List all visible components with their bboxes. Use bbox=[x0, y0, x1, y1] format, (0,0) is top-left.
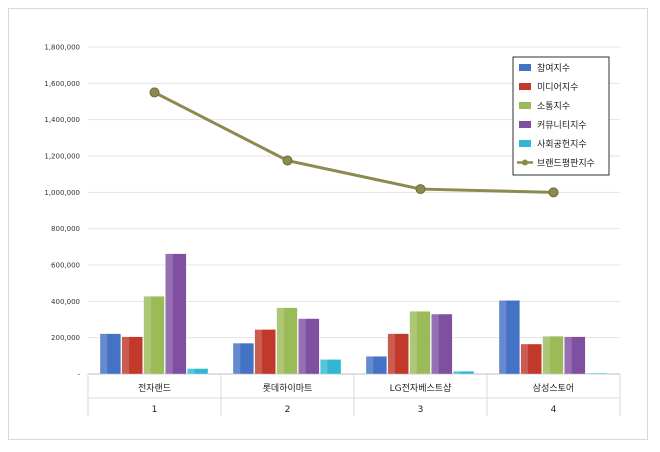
legend-label: 브랜드평판지수 bbox=[537, 158, 595, 169]
y-tick-label: - bbox=[77, 371, 80, 379]
line-point bbox=[415, 184, 426, 195]
legend-label: 참여지수 bbox=[537, 62, 570, 74]
y-tick-label: 400,000 bbox=[51, 298, 80, 306]
bar-highlight bbox=[121, 336, 130, 374]
category-number: 3 bbox=[418, 405, 424, 415]
category-number: 4 bbox=[551, 405, 557, 415]
bar-highlight bbox=[499, 300, 507, 374]
bar bbox=[232, 342, 254, 375]
bar bbox=[99, 333, 121, 375]
bar-highlight bbox=[254, 329, 263, 374]
y-tick-label: 600,000 bbox=[51, 262, 80, 270]
bar-highlight bbox=[187, 368, 195, 374]
bar-highlight bbox=[320, 359, 328, 374]
category-label: 전자랜드 bbox=[138, 383, 171, 394]
legend-swatch bbox=[519, 121, 531, 128]
legend-label: 소통지수 bbox=[537, 101, 570, 112]
bar bbox=[387, 333, 409, 375]
y-tick-label: 1,800,000 bbox=[44, 44, 80, 52]
y-tick-label: 1,000,000 bbox=[44, 189, 80, 197]
legend-box bbox=[512, 56, 610, 176]
line-point bbox=[548, 187, 559, 198]
bar-highlight bbox=[387, 333, 396, 374]
category-label: LG전자베스트샵 bbox=[390, 383, 452, 394]
bar bbox=[520, 343, 542, 375]
bar bbox=[564, 336, 586, 375]
legend-swatch bbox=[519, 140, 531, 147]
category-number: 2 bbox=[285, 405, 291, 415]
bar-highlight bbox=[564, 336, 572, 374]
bar-highlight bbox=[409, 311, 417, 374]
bar-highlight bbox=[366, 356, 374, 374]
legend-swatch bbox=[519, 83, 531, 90]
legend-label: 사회공헌지수 bbox=[537, 139, 587, 150]
bar bbox=[365, 356, 387, 375]
bar bbox=[298, 318, 320, 375]
legend-label: 커뮤니티지수 bbox=[537, 120, 587, 131]
y-tick-label: 1,200,000 bbox=[44, 153, 80, 161]
bar bbox=[121, 336, 143, 375]
bar bbox=[431, 313, 453, 375]
legend-swatch bbox=[519, 102, 531, 109]
bar-highlight bbox=[586, 373, 594, 374]
bar-highlight bbox=[233, 343, 241, 374]
legend-label: 미디어지수 bbox=[537, 82, 578, 93]
bar-highlight bbox=[542, 336, 550, 374]
bar bbox=[143, 296, 165, 375]
bar bbox=[453, 371, 475, 375]
bar-highlight bbox=[143, 296, 151, 374]
y-tick-label: 1,600,000 bbox=[44, 80, 80, 88]
legend-marker bbox=[522, 159, 528, 166]
category-number: 1 bbox=[152, 405, 158, 415]
bar-highlight bbox=[100, 333, 108, 374]
bar-highlight bbox=[431, 314, 439, 374]
bar bbox=[165, 253, 187, 375]
line-point bbox=[149, 87, 160, 98]
bar bbox=[542, 336, 564, 375]
y-tick-label: 800,000 bbox=[51, 225, 80, 233]
bar bbox=[187, 368, 209, 375]
y-tick-label: 200,000 bbox=[51, 334, 80, 342]
bar-highlight bbox=[520, 344, 529, 374]
line-series bbox=[153, 91, 554, 194]
bar bbox=[254, 329, 276, 375]
category-label: 삼성스토어 bbox=[533, 383, 574, 394]
bar bbox=[586, 372, 608, 375]
bar-highlight bbox=[165, 253, 173, 374]
bar bbox=[320, 359, 342, 375]
legend-swatch bbox=[519, 64, 531, 71]
bar bbox=[498, 300, 520, 375]
category-label: 롯데하이마트 bbox=[263, 383, 313, 394]
bar-highlight bbox=[298, 318, 306, 374]
bar-highlight bbox=[453, 371, 461, 374]
y-tick-label: 1,400,000 bbox=[44, 116, 80, 124]
line-point bbox=[282, 155, 293, 166]
bar-highlight bbox=[276, 307, 284, 374]
bar bbox=[409, 311, 431, 375]
bar bbox=[276, 307, 298, 375]
